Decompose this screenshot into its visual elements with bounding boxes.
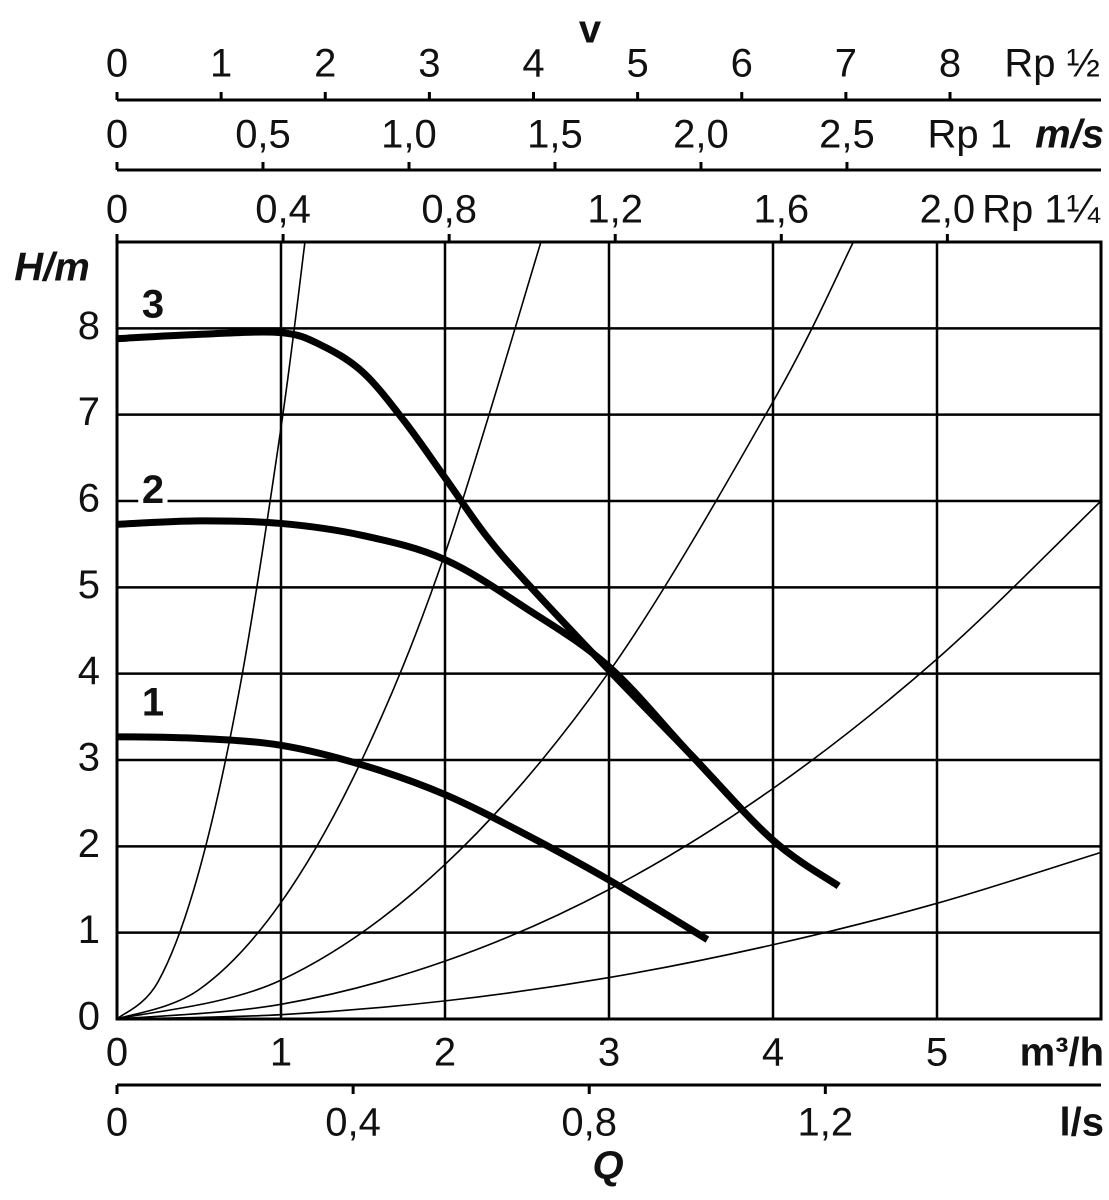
plot-frame — [115, 240, 1103, 1021]
velocity-tick-label: 4 — [522, 42, 544, 86]
velocity-tick-label: 1,2 — [587, 188, 643, 232]
y-tick-label: 7 — [78, 390, 100, 434]
pump-curve — [116, 328, 841, 889]
x2-tick-label: 0 — [106, 1101, 128, 1145]
velocity-tick-label: 0 — [106, 188, 128, 232]
x-tick-label: 1 — [270, 1031, 292, 1075]
velocity-tick-label: 2 — [314, 42, 336, 86]
velocity-tick-label: 3 — [418, 42, 440, 86]
velocity-tick-label: 8 — [939, 42, 961, 86]
velocity-tick-label: 1,0 — [381, 113, 437, 157]
velocity-tick-label: 5 — [627, 42, 649, 86]
velocity-axis-name: Rp ½ — [1004, 42, 1100, 86]
velocity-tick-label: 0 — [106, 42, 128, 86]
x-axis-label: Q — [592, 1144, 623, 1188]
velocity-tick-label: 7 — [835, 42, 857, 86]
x2-tick-label: 0,8 — [561, 1101, 617, 1145]
velocity-tick-label: 6 — [731, 42, 753, 86]
velocity-tick-label: 2,0 — [920, 188, 976, 232]
y-tick-label: 4 — [78, 649, 100, 693]
x-tick-label: 3 — [598, 1031, 620, 1075]
y-tick-label: 2 — [78, 822, 100, 866]
velocity-tick-label: 1 — [210, 42, 232, 86]
curve-label: 2 — [142, 468, 164, 512]
velocity-tick-label: 0 — [106, 113, 128, 157]
y-tick-label: 8 — [78, 304, 100, 348]
y-tick-label: 1 — [78, 908, 100, 952]
x-tick-label: 4 — [762, 1031, 784, 1075]
curve-label: 3 — [142, 282, 164, 326]
pump-curve — [116, 733, 710, 943]
x-tick-label: 0 — [106, 1031, 128, 1075]
velocity-tick-label: 1,6 — [753, 188, 809, 232]
y-tick-label: 5 — [78, 563, 100, 607]
y-tick-label: 0 — [78, 995, 100, 1039]
system-curve — [116, 241, 306, 1020]
velocity-tick-label: 2,5 — [819, 113, 875, 157]
velocity-label: v — [579, 8, 602, 52]
system-curve — [116, 851, 1102, 1020]
velocity-axis-name: Rp 1¼ — [982, 188, 1100, 232]
y-tick-label: 3 — [78, 736, 100, 780]
y-axis-label: H/m — [14, 246, 90, 290]
velocity-tick-label: 0,4 — [255, 188, 311, 232]
x2-axis-unit: l/s — [1060, 1101, 1104, 1145]
x-tick-label: 2 — [434, 1031, 456, 1075]
velocity-unit: m/s — [1035, 113, 1104, 157]
velocity-tick-label: 1,5 — [527, 113, 583, 157]
velocity-tick-label: 0,8 — [421, 188, 477, 232]
curve-label: 1 — [142, 680, 164, 724]
x-tick-label: 5 — [926, 1031, 948, 1075]
velocity-tick-label: 2,0 — [673, 113, 729, 157]
velocity-tick-label: 0,5 — [235, 113, 291, 157]
x2-tick-label: 0,4 — [325, 1101, 381, 1145]
velocity-axis-name: Rp 1 — [928, 113, 1013, 157]
y-tick-label: 6 — [78, 477, 100, 521]
system-curve — [116, 241, 542, 1020]
system-curve — [116, 241, 855, 1020]
x2-tick-label: 1,2 — [798, 1101, 854, 1145]
x-axis-unit: m³/h — [1020, 1031, 1104, 1075]
